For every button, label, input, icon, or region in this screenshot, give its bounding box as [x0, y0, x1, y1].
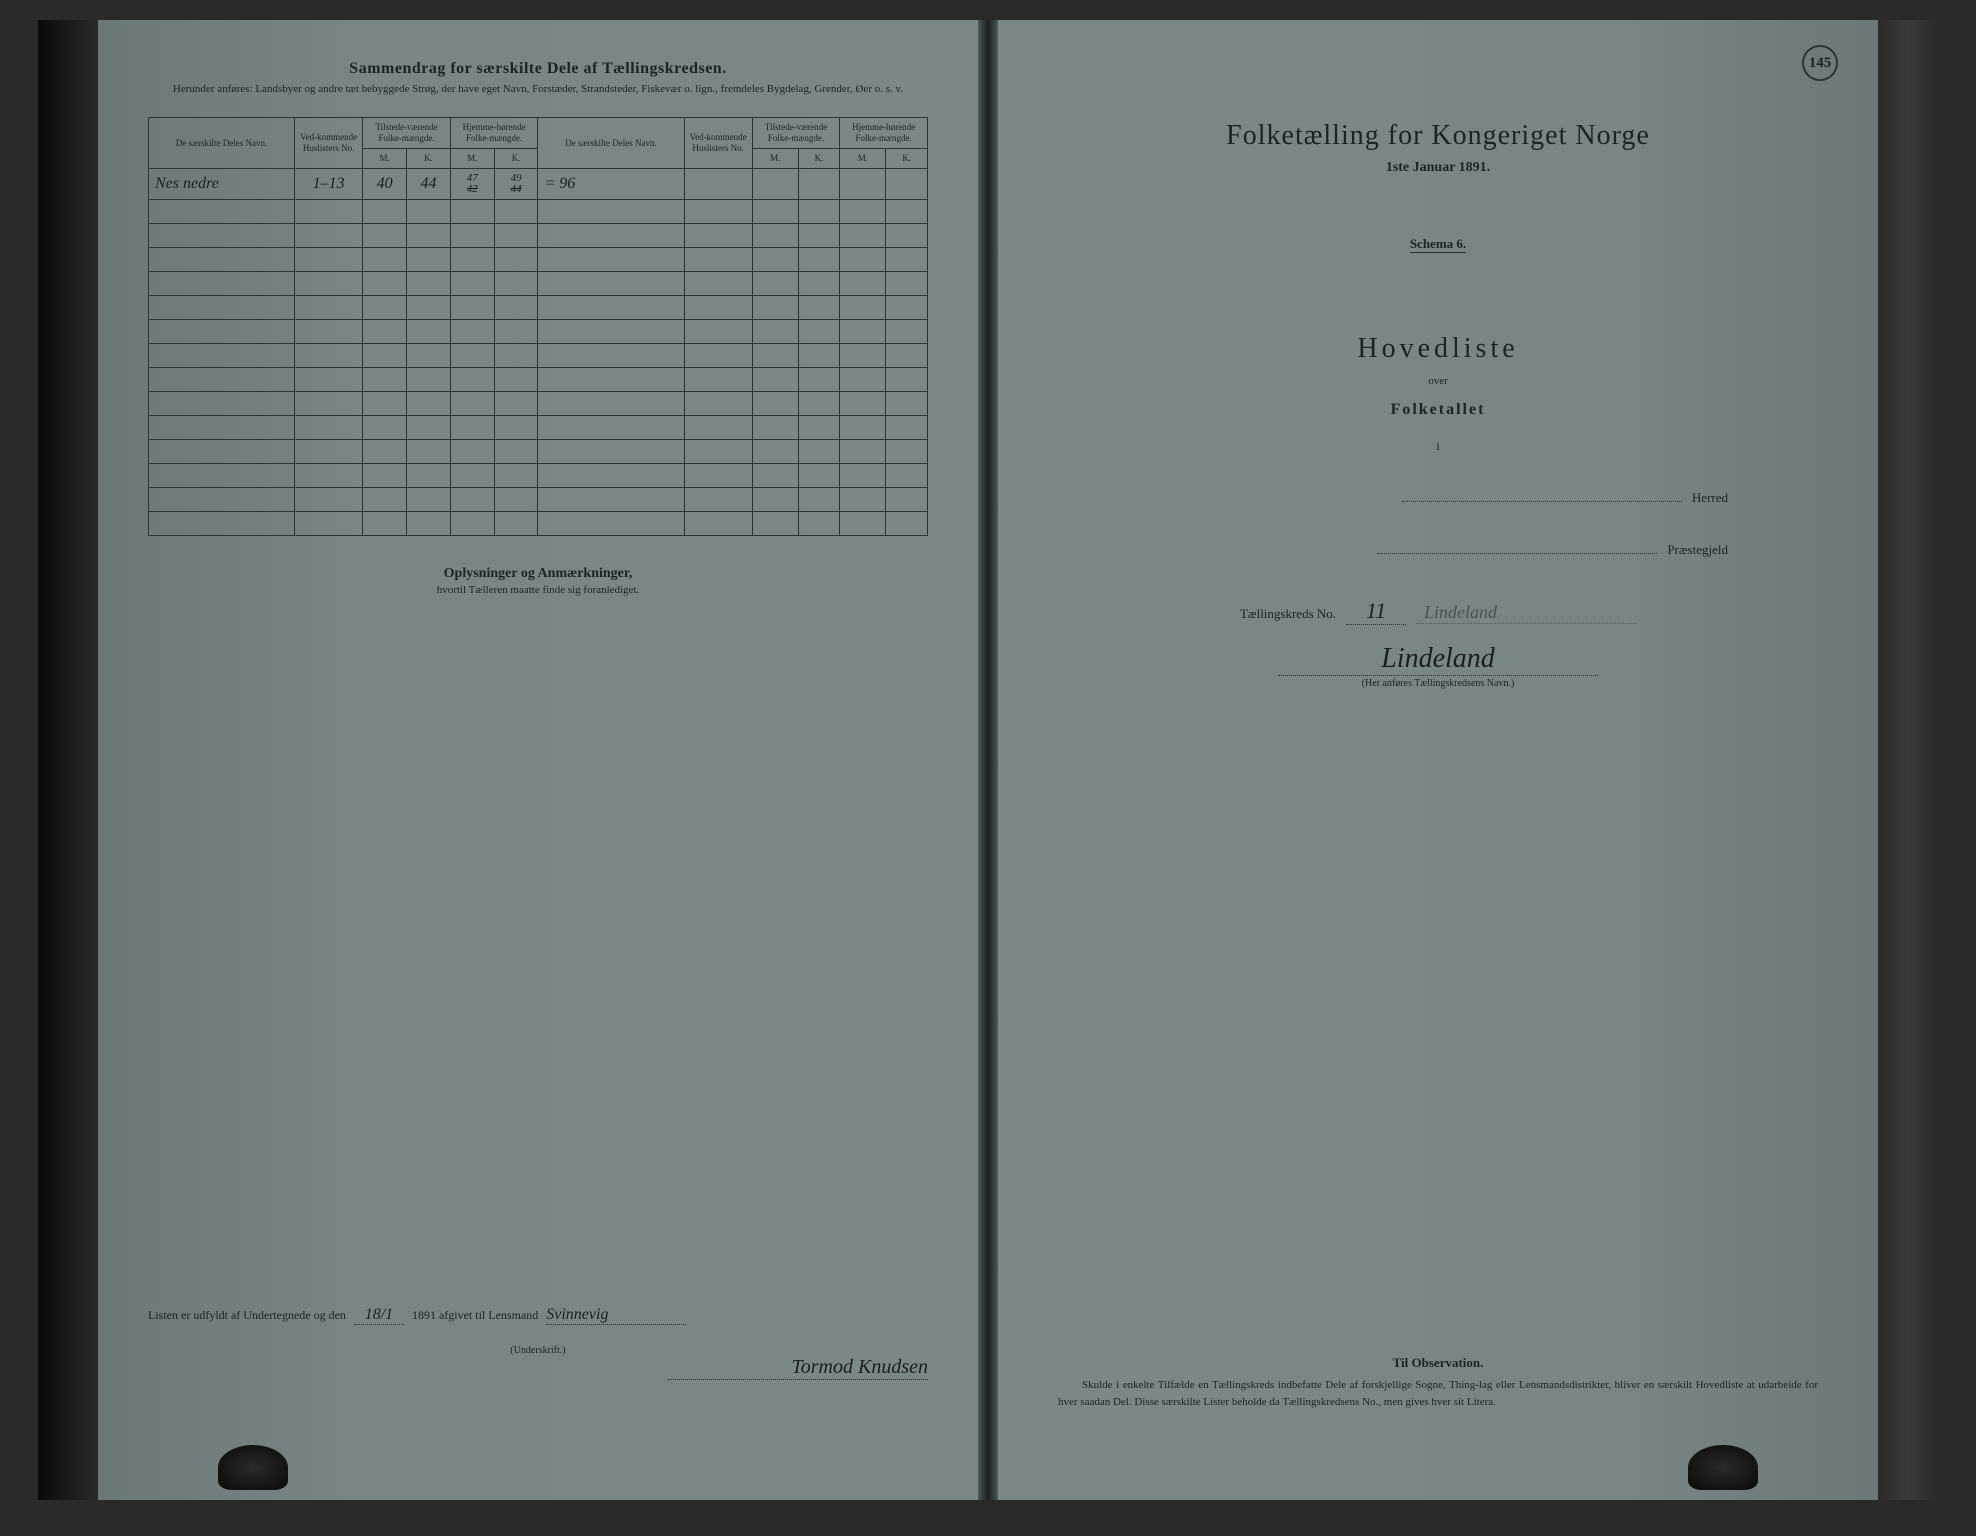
kreds-name: Lindeland [1278, 643, 1598, 676]
observation-title: Til Observation. [1058, 1355, 1818, 1371]
table-row: Nes nedre 1–13 40 44 47 42 49 44 = 96 [149, 168, 928, 199]
kreds-number: 11 [1346, 598, 1406, 625]
signoff-mid: 1891 afgivet til Lensmand [412, 1308, 538, 1323]
signature-name: Tormod Knudsen [668, 1356, 928, 1380]
hovedliste-heading: Hovedliste [1048, 333, 1828, 365]
table-row [149, 319, 928, 343]
page-number: 145 [1809, 55, 1832, 72]
table-row [149, 271, 928, 295]
page-clip-icon [1688, 1445, 1758, 1490]
table-row [149, 415, 928, 439]
col-k: K. [798, 148, 840, 168]
over-label: over [1048, 375, 1828, 387]
table-body: Nes nedre 1–13 40 44 47 42 49 44 = 96 [149, 168, 928, 535]
col-name-1: De særskilte Deles Navn. [149, 118, 295, 168]
notes-title: Oplysninger og Anmærkninger, [148, 566, 928, 582]
right-page: 145 Folketælling for Kongeriget Norge 1s… [998, 20, 1878, 1500]
table-row [149, 463, 928, 487]
praestegjeld-label: Præstegjeld [1667, 542, 1728, 558]
book-spread: Sammendrag for særskilte Dele af Tælling… [38, 20, 1938, 1500]
observation-body: Skulde i enkelte Tilfælde en Tællingskre… [1058, 1377, 1818, 1410]
page-clip-icon [218, 1445, 288, 1490]
signoff-lensmand: Svinnevig [546, 1306, 686, 1325]
col-hjemme-1: Hjemme-hørende Folke-mængde. [450, 118, 538, 149]
schema-label: Schema 6. [1410, 236, 1466, 253]
census-title: Folketælling for Kongeriget Norge [1048, 120, 1828, 152]
table-row [149, 343, 928, 367]
col-huslister-1: Ved-kommende Huslisters No. [295, 118, 363, 168]
kreds-caption: (Her anføres Tællingskredsens Navn.) [1048, 678, 1828, 689]
cell-sum: = 96 [538, 168, 684, 199]
left-binding [38, 20, 98, 1500]
signature-label: (Underskrift.) [148, 1345, 928, 1356]
table-row [149, 223, 928, 247]
cell-tilstede-k: 44 [407, 168, 451, 199]
herred-label: Herred [1692, 490, 1728, 506]
kreds-name-row: Lindeland [1048, 643, 1828, 676]
herred-row: Herred [1048, 484, 1828, 506]
cell-tilstede-m: 40 [363, 168, 407, 199]
table-row [149, 439, 928, 463]
col-k: K. [494, 148, 538, 168]
col-hjemme-2: Hjemme-hørende Folke-mængde. [840, 118, 928, 149]
table-row [149, 511, 928, 535]
observation-block: Til Observation. Skulde i enkelte Tilfæl… [1058, 1355, 1818, 1410]
kreds-name-faint: Lindeland [1416, 602, 1636, 624]
table-row [149, 391, 928, 415]
table-row [149, 487, 928, 511]
book-gutter [978, 20, 998, 1500]
page-number-circle: 145 [1802, 45, 1838, 81]
table-row [149, 367, 928, 391]
i-label: i [1048, 439, 1828, 454]
signoff-prefix: Listen er udfyldt af Undertegnede og den [148, 1308, 346, 1323]
col-m: M. [363, 148, 407, 168]
table-row [149, 247, 928, 271]
cell-huslister: 1–13 [295, 168, 363, 199]
col-k: K. [407, 148, 451, 168]
census-date: 1ste Januar 1891. [1048, 160, 1828, 176]
table-row [149, 199, 928, 223]
kreds-label: Tællingskreds No. [1240, 606, 1336, 622]
left-page: Sammendrag for særskilte Dele af Tælling… [98, 20, 978, 1500]
col-huslister-2: Ved-kommende Huslisters No. [684, 118, 752, 168]
folketallet-label: Folketallet [1048, 401, 1828, 419]
notes-subtitle: hvortil Tælleren maatte finde sig foranl… [148, 584, 928, 596]
signature-block: (Underskrift.) Tormod Knudsen [148, 1345, 928, 1380]
summary-table: De særskilte Deles Navn. Ved-kommende Hu… [148, 117, 928, 535]
table-row [149, 295, 928, 319]
notes-block: Oplysninger og Anmærkninger, hvortil Tæl… [148, 566, 928, 596]
signoff-date: 18/1 [354, 1306, 404, 1325]
signoff-line: Listen er udfyldt af Undertegnede og den… [148, 1306, 928, 1325]
herred-blank [1402, 484, 1682, 502]
cell-name: Nes nedre [149, 168, 295, 199]
col-name-2: De særskilte Deles Navn. [538, 118, 684, 168]
col-tilstede-2: Tilstede-værende Folke-mængde. [752, 118, 840, 149]
right-binding [1878, 20, 1938, 1500]
summary-title: Sammendrag for særskilte Dele af Tælling… [148, 60, 928, 78]
col-tilstede-1: Tilstede-værende Folke-mængde. [363, 118, 451, 149]
kreds-row: Tællingskreds No. 11 Lindeland [1048, 598, 1828, 625]
col-m: M. [752, 148, 798, 168]
cell-hjemme-m: 47 42 [450, 168, 494, 199]
col-m: M. [450, 148, 494, 168]
left-header: Sammendrag for særskilte Dele af Tælling… [148, 60, 928, 97]
col-m: M. [840, 148, 886, 168]
col-k: K. [886, 148, 928, 168]
praestegjeld-row: Præstegjeld [1048, 536, 1828, 558]
signoff-block: Listen er udfyldt af Undertegnede og den… [148, 1306, 928, 1380]
praestegjeld-blank [1377, 536, 1657, 554]
cell-hjemme-k: 49 44 [494, 168, 538, 199]
summary-subtitle: Herunder anføres: Landsbyer og andre tæt… [148, 82, 928, 97]
